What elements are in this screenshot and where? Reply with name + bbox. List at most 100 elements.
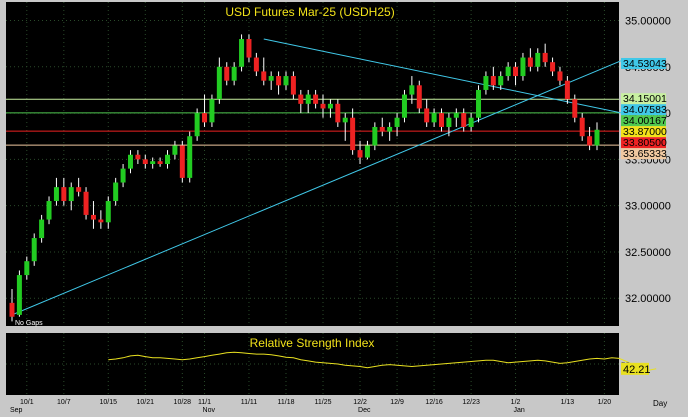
x-tick-label: 11/1 bbox=[198, 399, 211, 406]
rsi-panel bbox=[6, 333, 619, 395]
candle-body bbox=[231, 66, 237, 81]
price-badge-label: 33.87000 bbox=[623, 126, 667, 138]
candle-body bbox=[268, 76, 274, 81]
candle-body bbox=[283, 76, 289, 86]
candle-body bbox=[498, 76, 504, 86]
candle-body bbox=[446, 117, 452, 127]
candle-body bbox=[579, 117, 585, 137]
candle-body bbox=[416, 85, 422, 109]
candle-body bbox=[305, 94, 311, 104]
price-badge bbox=[621, 57, 666, 69]
candle-body bbox=[379, 126, 385, 132]
candle-body bbox=[239, 39, 245, 67]
candle-body bbox=[209, 99, 215, 123]
candle-body bbox=[16, 275, 22, 315]
price-badge-label: 34.07583 bbox=[623, 104, 667, 116]
candle-body bbox=[90, 214, 96, 220]
candle-body bbox=[535, 52, 541, 67]
x-tick-label: 10/1 bbox=[20, 399, 34, 406]
candle-body bbox=[350, 117, 356, 151]
candle-body bbox=[342, 117, 348, 123]
day-label: Day bbox=[653, 399, 667, 408]
candle-body bbox=[150, 161, 156, 164]
candle-body bbox=[39, 219, 45, 239]
candle-body bbox=[298, 94, 304, 104]
price-badge-label: 33.65333 bbox=[623, 148, 667, 160]
candle-body bbox=[320, 103, 326, 109]
candle-body bbox=[372, 126, 378, 146]
candle-body bbox=[438, 113, 444, 127]
candle-body bbox=[505, 66, 511, 77]
candle-body bbox=[520, 57, 526, 77]
chart-title: USD Futures Mar-25 (USDH25) bbox=[225, 5, 394, 19]
candle-body bbox=[113, 182, 119, 202]
candle-body bbox=[490, 76, 496, 86]
candle-body bbox=[424, 108, 430, 123]
price-badge bbox=[621, 137, 666, 149]
x-tick-label: 1/20 bbox=[598, 399, 612, 406]
x-tick-label: 11/11 bbox=[241, 399, 258, 406]
month-label: Jan bbox=[514, 407, 525, 414]
candle-body bbox=[527, 57, 533, 67]
candle-body bbox=[179, 145, 185, 178]
candle-body bbox=[253, 57, 259, 72]
rsi-line bbox=[108, 351, 657, 371]
price-badge-label: 34.53043 bbox=[623, 58, 667, 70]
candle-body bbox=[194, 113, 200, 137]
candle-body bbox=[127, 154, 133, 169]
candle-body bbox=[431, 113, 437, 123]
y-tick-label: 35.00000 bbox=[625, 16, 671, 28]
candle-body bbox=[61, 187, 67, 202]
candle-body bbox=[135, 154, 141, 160]
candle-body bbox=[261, 71, 267, 81]
price-badge bbox=[621, 115, 666, 127]
candle-body bbox=[313, 94, 319, 104]
x-tick-label: 10/7 bbox=[57, 399, 71, 406]
month-label: Sep bbox=[10, 407, 23, 414]
price-badge bbox=[621, 126, 666, 138]
month-label: Dec bbox=[358, 407, 371, 414]
candle-body bbox=[53, 187, 59, 202]
rsi-value-badge bbox=[621, 362, 649, 375]
rsi-title: Relative Strength Index bbox=[250, 336, 375, 350]
candle-body bbox=[357, 150, 363, 158]
candle-body bbox=[476, 89, 482, 118]
candle-body bbox=[364, 145, 370, 158]
candle-body bbox=[246, 39, 252, 58]
candle-body bbox=[46, 201, 52, 220]
candle-body bbox=[68, 187, 74, 202]
x-tick-label: 10/28 bbox=[174, 399, 192, 406]
candle-body bbox=[557, 71, 563, 81]
price-badge bbox=[621, 148, 666, 160]
y-tick-label: 32.50000 bbox=[625, 247, 671, 259]
candle-body bbox=[276, 76, 282, 86]
x-tick-label: 10/21 bbox=[137, 399, 155, 406]
candle-body bbox=[9, 302, 15, 317]
candle-body bbox=[542, 52, 548, 63]
price-badge-label: 33.80500 bbox=[623, 137, 667, 149]
candle-body bbox=[468, 117, 474, 127]
price-badge bbox=[621, 93, 666, 105]
candle-body bbox=[187, 136, 193, 178]
x-tick-label: 12/9 bbox=[390, 399, 404, 406]
x-tick-label: 1/13 bbox=[561, 399, 575, 406]
price-badge-label: 34.15001 bbox=[623, 93, 667, 105]
trendline bbox=[263, 38, 627, 115]
candle-body bbox=[216, 66, 222, 100]
candle-body bbox=[165, 154, 171, 164]
price-badge-label: 34.00167 bbox=[623, 115, 667, 127]
candle-body bbox=[224, 66, 230, 81]
x-tick-label: 11/25 bbox=[315, 399, 332, 406]
trendline bbox=[11, 58, 627, 316]
candle-body bbox=[120, 168, 126, 183]
y-tick-label: 32.00000 bbox=[625, 293, 671, 305]
y-tick-label: 33.00000 bbox=[625, 201, 671, 213]
candle-body bbox=[76, 187, 82, 192]
candle-body bbox=[513, 66, 519, 77]
candle-body bbox=[453, 113, 459, 118]
candle-body bbox=[594, 129, 600, 146]
month-label: Nov bbox=[203, 407, 216, 414]
candle-body bbox=[327, 103, 333, 109]
